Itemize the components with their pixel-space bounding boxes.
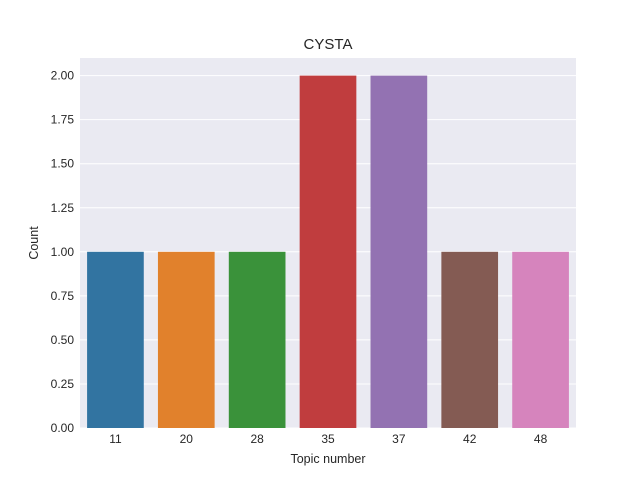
bar-topic-48 <box>512 251 569 428</box>
y-tick-labels: 0.00 0.25 0.50 0.75 1.00 1.25 1.50 1.75 2.00 <box>51 69 75 435</box>
x-tick-label: 35 <box>321 432 335 446</box>
x-axis-label: Topic number <box>290 452 365 466</box>
x-tick-label: 37 <box>392 432 406 446</box>
bar-topic-28 <box>228 251 286 428</box>
y-tick-label: 2.00 <box>51 69 75 83</box>
bar-topic-11 <box>87 251 144 428</box>
bars <box>87 75 569 428</box>
x-tick-labels: 11 20 28 35 37 42 48 <box>109 432 547 446</box>
x-tick-label: 28 <box>250 432 264 446</box>
y-tick-label: 0.75 <box>51 289 75 303</box>
bar-topic-42 <box>441 251 499 428</box>
x-tick-label: 11 <box>109 432 122 446</box>
x-tick-label: 20 <box>180 432 194 446</box>
x-tick-label: 42 <box>463 432 477 446</box>
y-tick-label: 1.25 <box>51 201 75 215</box>
y-tick-label: 0.50 <box>51 333 75 347</box>
chart-title: CYSTA <box>304 36 353 53</box>
bar-topic-37 <box>370 75 428 428</box>
y-axis-label: Count <box>27 226 41 260</box>
y-tick-label: 0.25 <box>51 377 75 391</box>
bar-topic-35 <box>299 75 357 428</box>
y-tick-label: 1.50 <box>51 157 75 171</box>
y-tick-label: 0.00 <box>51 421 75 435</box>
x-tick-label: 48 <box>534 432 548 446</box>
y-tick-label: 1.00 <box>51 245 75 259</box>
y-tick-label: 1.75 <box>51 113 75 127</box>
bar-topic-20 <box>157 251 215 428</box>
